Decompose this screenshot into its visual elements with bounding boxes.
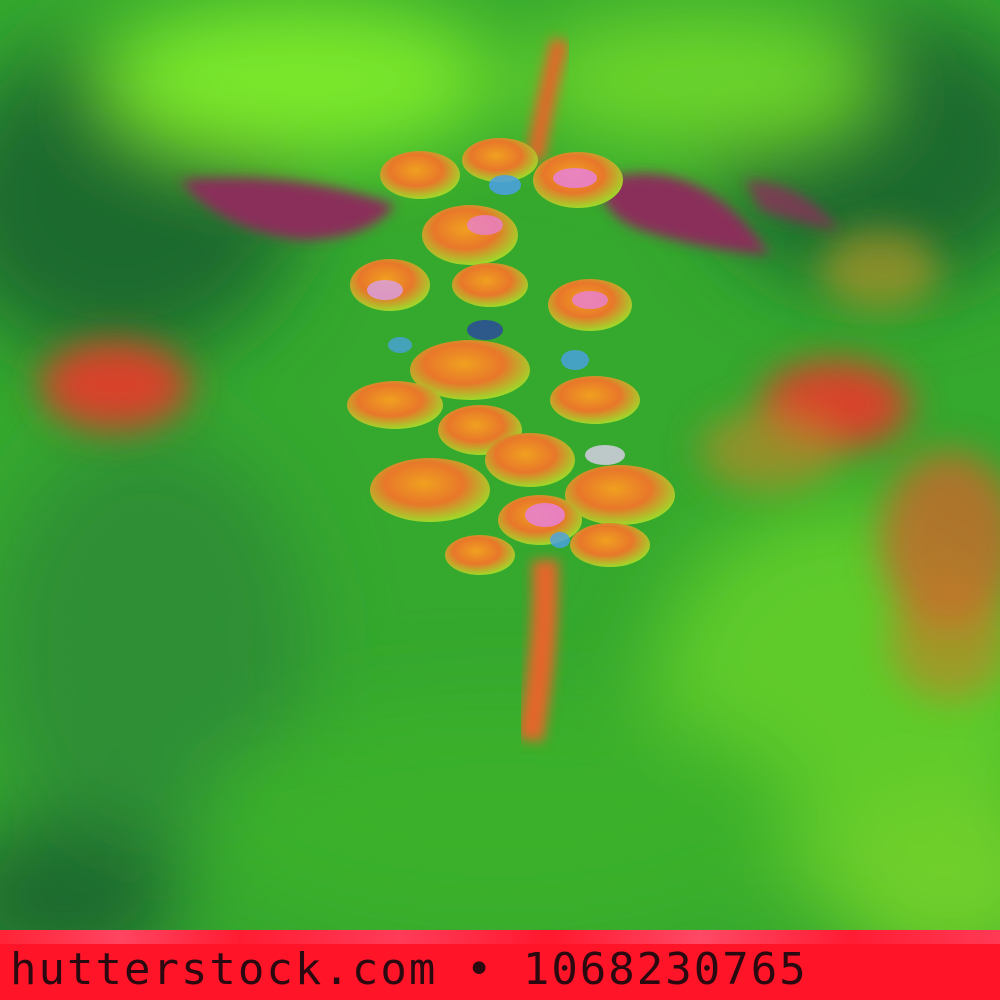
watermark-bar: hutterstock.com • 1068230765 [0,930,1000,1000]
watermark-stripe [0,930,1000,944]
berry-cluster-photo [0,0,1000,930]
watermark-text: hutterstock.com • 1068230765 [10,944,808,995]
